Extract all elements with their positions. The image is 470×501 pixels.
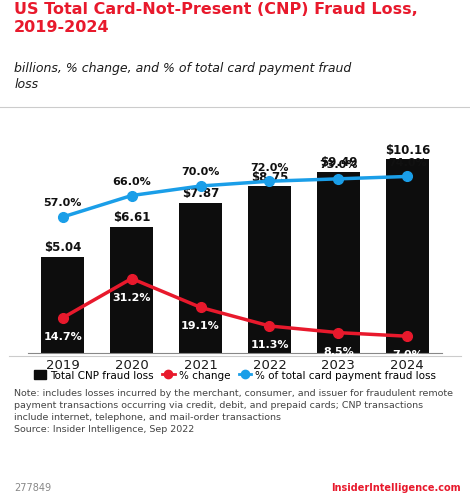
Text: InsiderIntelligence.com: InsiderIntelligence.com	[331, 482, 461, 492]
Text: 74.0%: 74.0%	[388, 158, 427, 167]
Bar	[248, 186, 291, 353]
Bar	[110, 227, 153, 353]
Bar	[317, 172, 360, 353]
Text: 66.0%: 66.0%	[112, 177, 151, 186]
Text: 72.0%: 72.0%	[250, 162, 289, 172]
Text: 31.2%: 31.2%	[112, 292, 151, 302]
Text: $5.04: $5.04	[44, 241, 81, 254]
Text: 57.0%: 57.0%	[44, 198, 82, 208]
Bar	[41, 257, 84, 353]
Bar	[179, 203, 222, 353]
Text: $7.87: $7.87	[182, 187, 219, 200]
Text: 14.7%: 14.7%	[43, 331, 82, 341]
Legend: Total CNP fraud loss, % change, % of total card payment fraud loss: Total CNP fraud loss, % change, % of tot…	[30, 366, 440, 384]
Text: $6.61: $6.61	[113, 211, 150, 224]
Bar	[386, 160, 429, 353]
Text: 277849: 277849	[14, 482, 51, 492]
Text: $9.49: $9.49	[320, 156, 357, 169]
Text: 7.0%: 7.0%	[392, 350, 423, 360]
Text: 8.5%: 8.5%	[323, 346, 354, 356]
Text: $8.75: $8.75	[251, 170, 288, 183]
Text: Note: includes losses incurred by the merchant, consumer, and issuer for fraudul: Note: includes losses incurred by the me…	[14, 388, 453, 434]
Text: billions, % change, and % of total card payment fraud
loss: billions, % change, and % of total card …	[14, 62, 352, 91]
Text: 73.0%: 73.0%	[319, 160, 358, 170]
Text: 11.3%: 11.3%	[250, 339, 289, 349]
Text: US Total Card-Not-Present (CNP) Fraud Loss,
2019-2024: US Total Card-Not-Present (CNP) Fraud Lo…	[14, 2, 418, 35]
Text: $10.16: $10.16	[384, 143, 430, 156]
Text: 70.0%: 70.0%	[181, 167, 219, 177]
Text: 19.1%: 19.1%	[181, 321, 220, 331]
